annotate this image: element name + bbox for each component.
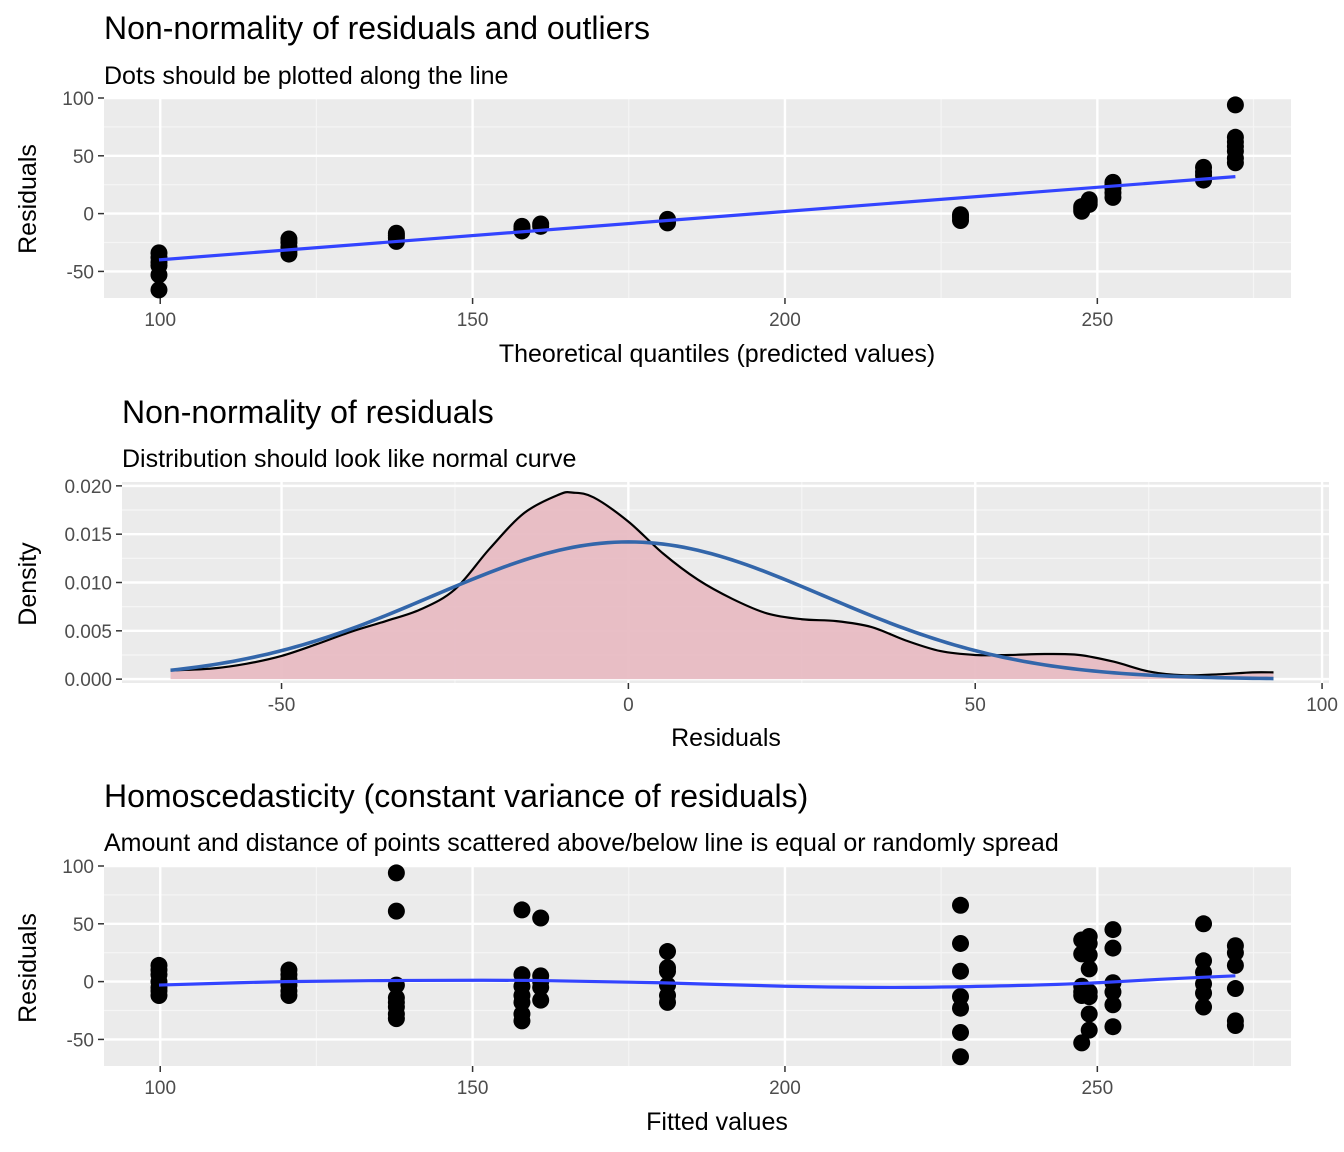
panel-density-ylabel: Density [14,542,42,626]
data-point [952,212,970,230]
x-tick-label: 250 [1081,310,1113,331]
y-tick-label: 100 [62,89,94,110]
data-point [1080,1021,1098,1039]
data-point [1104,173,1122,191]
data-point [532,978,550,996]
data-point [387,1010,405,1028]
data-point [150,266,168,284]
y-tick-label: -50 [67,262,94,283]
data-point [387,902,405,920]
data-point [1080,988,1098,1006]
panel-density-title: Non-normality of residuals [122,394,494,430]
trend-line [158,974,1236,990]
normal-curve [170,540,1274,681]
panel-qq-ticks: 100 150 200 250 -50 0 50 100 [62,89,1113,331]
y-tick-label: 0.015 [64,525,112,546]
x-tick-label: -50 [268,695,295,716]
y-tick-label: -50 [67,1030,94,1051]
panel-homo-ticks: 100 150 200 250 -50 0 50 100 [62,857,1113,1099]
y-tick-label: 100 [62,857,94,878]
density-area [170,492,1274,680]
x-tick-label: 50 [965,695,986,716]
data-point [150,986,168,1004]
panel-qq-xlabel: Theoretical quantiles (predicted values) [499,340,935,368]
panel-homoscedasticity: Homoscedasticity (constant variance of r… [14,778,1291,1136]
data-point [1104,996,1122,1014]
data-point [1226,956,1244,974]
data-point [150,281,168,299]
x-tick-label: 100 [144,310,176,331]
data-point [1104,939,1122,957]
data-point [1195,984,1213,1002]
data-point [1104,983,1122,1001]
y-tick-label: 0 [83,205,94,226]
data-point [1226,1017,1244,1035]
data-point [280,986,298,1004]
panel-qq-marks [150,96,1244,299]
data-point [1226,96,1244,114]
x-tick-label: 250 [1081,1078,1113,1099]
data-point [513,901,531,919]
data-point [952,962,970,980]
panel-qq: Non-normality of residuals and outliers … [14,10,1291,368]
data-point [1104,1018,1122,1036]
panel-qq-title: Non-normality of residuals and outliers [104,10,650,46]
panel-qq-ylabel: Residuals [14,144,42,254]
density-line [170,491,1274,677]
data-point [1226,980,1244,998]
x-tick-label: 200 [769,1078,801,1099]
data-point [659,943,677,961]
data-point [532,991,550,1009]
y-tick-label: 50 [73,147,94,168]
data-point [1195,998,1213,1016]
data-point [659,962,677,980]
panel-qq-subtitle: Dots should be plotted along the line [104,62,508,90]
data-point [1195,158,1213,176]
panel-homo-title: Homoscedasticity (constant variance of r… [104,778,808,814]
data-point [952,896,970,914]
y-tick-label: 0.020 [64,477,112,498]
data-point [952,999,970,1017]
data-point [1226,944,1244,962]
x-tick-label: 100 [144,1078,176,1099]
data-point [532,909,550,927]
data-point [513,1012,531,1030]
x-tick-label: 150 [457,310,489,331]
panel-density-marks [170,491,1274,681]
panel-homo-xlabel: Fitted values [646,1108,788,1136]
panel-density-xlabel: Residuals [671,724,781,752]
panel-homo-subtitle: Amount and distance of points scattered … [104,829,1059,857]
panel-homo-marks [150,864,1244,1066]
data-point [387,864,405,882]
panel-density-ticks: -50 0 50 100 0.000 0.005 0.010 0.015 0.020 [64,477,1337,716]
panel-density: Non-normality of residuals Distribution … [14,394,1338,752]
data-point [952,1048,970,1066]
data-point [1080,1005,1098,1023]
data-point [1080,960,1098,978]
data-point [1195,915,1213,933]
x-tick-label: 200 [769,310,801,331]
y-tick-label: 0.010 [64,574,112,595]
panel-density-subtitle: Distribution should look like normal cur… [122,445,576,473]
data-point [952,1023,970,1041]
x-tick-label: 150 [457,1078,489,1099]
data-point [1104,921,1122,939]
data-point [1226,128,1244,146]
y-tick-label: 0.000 [64,670,112,691]
data-point [952,934,970,952]
data-point [659,214,677,232]
y-tick-label: 0 [83,973,94,994]
data-point [659,993,677,1011]
data-point [1080,191,1098,209]
x-tick-label: 0 [623,695,634,716]
data-point [1080,946,1098,964]
y-tick-label: 0.005 [64,622,112,643]
data-point [1073,1034,1091,1052]
x-tick-label: 100 [1306,695,1338,716]
y-tick-label: 50 [73,915,94,936]
panel-homo-ylabel: Residuals [14,913,42,1023]
trend-line [158,175,1236,262]
